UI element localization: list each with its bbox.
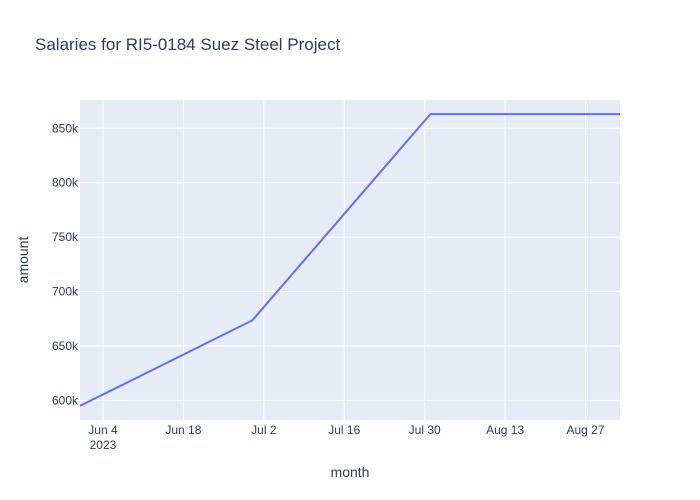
y-tick-label: 750k (52, 230, 79, 244)
x-axis-title: month (331, 464, 370, 480)
x-tick-label: Jul 16 (328, 423, 360, 437)
x-tick-label: Jun 4 (88, 423, 118, 437)
y-tick-label: 650k (52, 339, 79, 353)
y-axis-ticks: 600k 650k 700k 750k 800k 850k (52, 121, 79, 407)
x-tick-label: Jul 30 (409, 423, 441, 437)
gridlines (80, 100, 620, 420)
series-lines (79, 113, 620, 407)
chart-title: Salaries for RI5-0184 Suez Steel Project (35, 35, 340, 54)
x-tick-label: Aug 27 (567, 423, 605, 437)
x-tick-year-label: 2023 (90, 438, 117, 452)
y-tick-label: 700k (52, 285, 79, 299)
series-line (79, 113, 620, 407)
y-tick-label: 600k (52, 393, 79, 407)
x-tick-label: Jun 18 (165, 423, 201, 437)
y-tick-label: 850k (52, 121, 79, 135)
x-tick-label: Jul 2 (251, 423, 277, 437)
x-tick-label: Aug 13 (486, 423, 524, 437)
y-tick-label: 800k (52, 176, 79, 190)
plot-area (80, 100, 620, 420)
y-axis-title: amount (15, 237, 31, 284)
